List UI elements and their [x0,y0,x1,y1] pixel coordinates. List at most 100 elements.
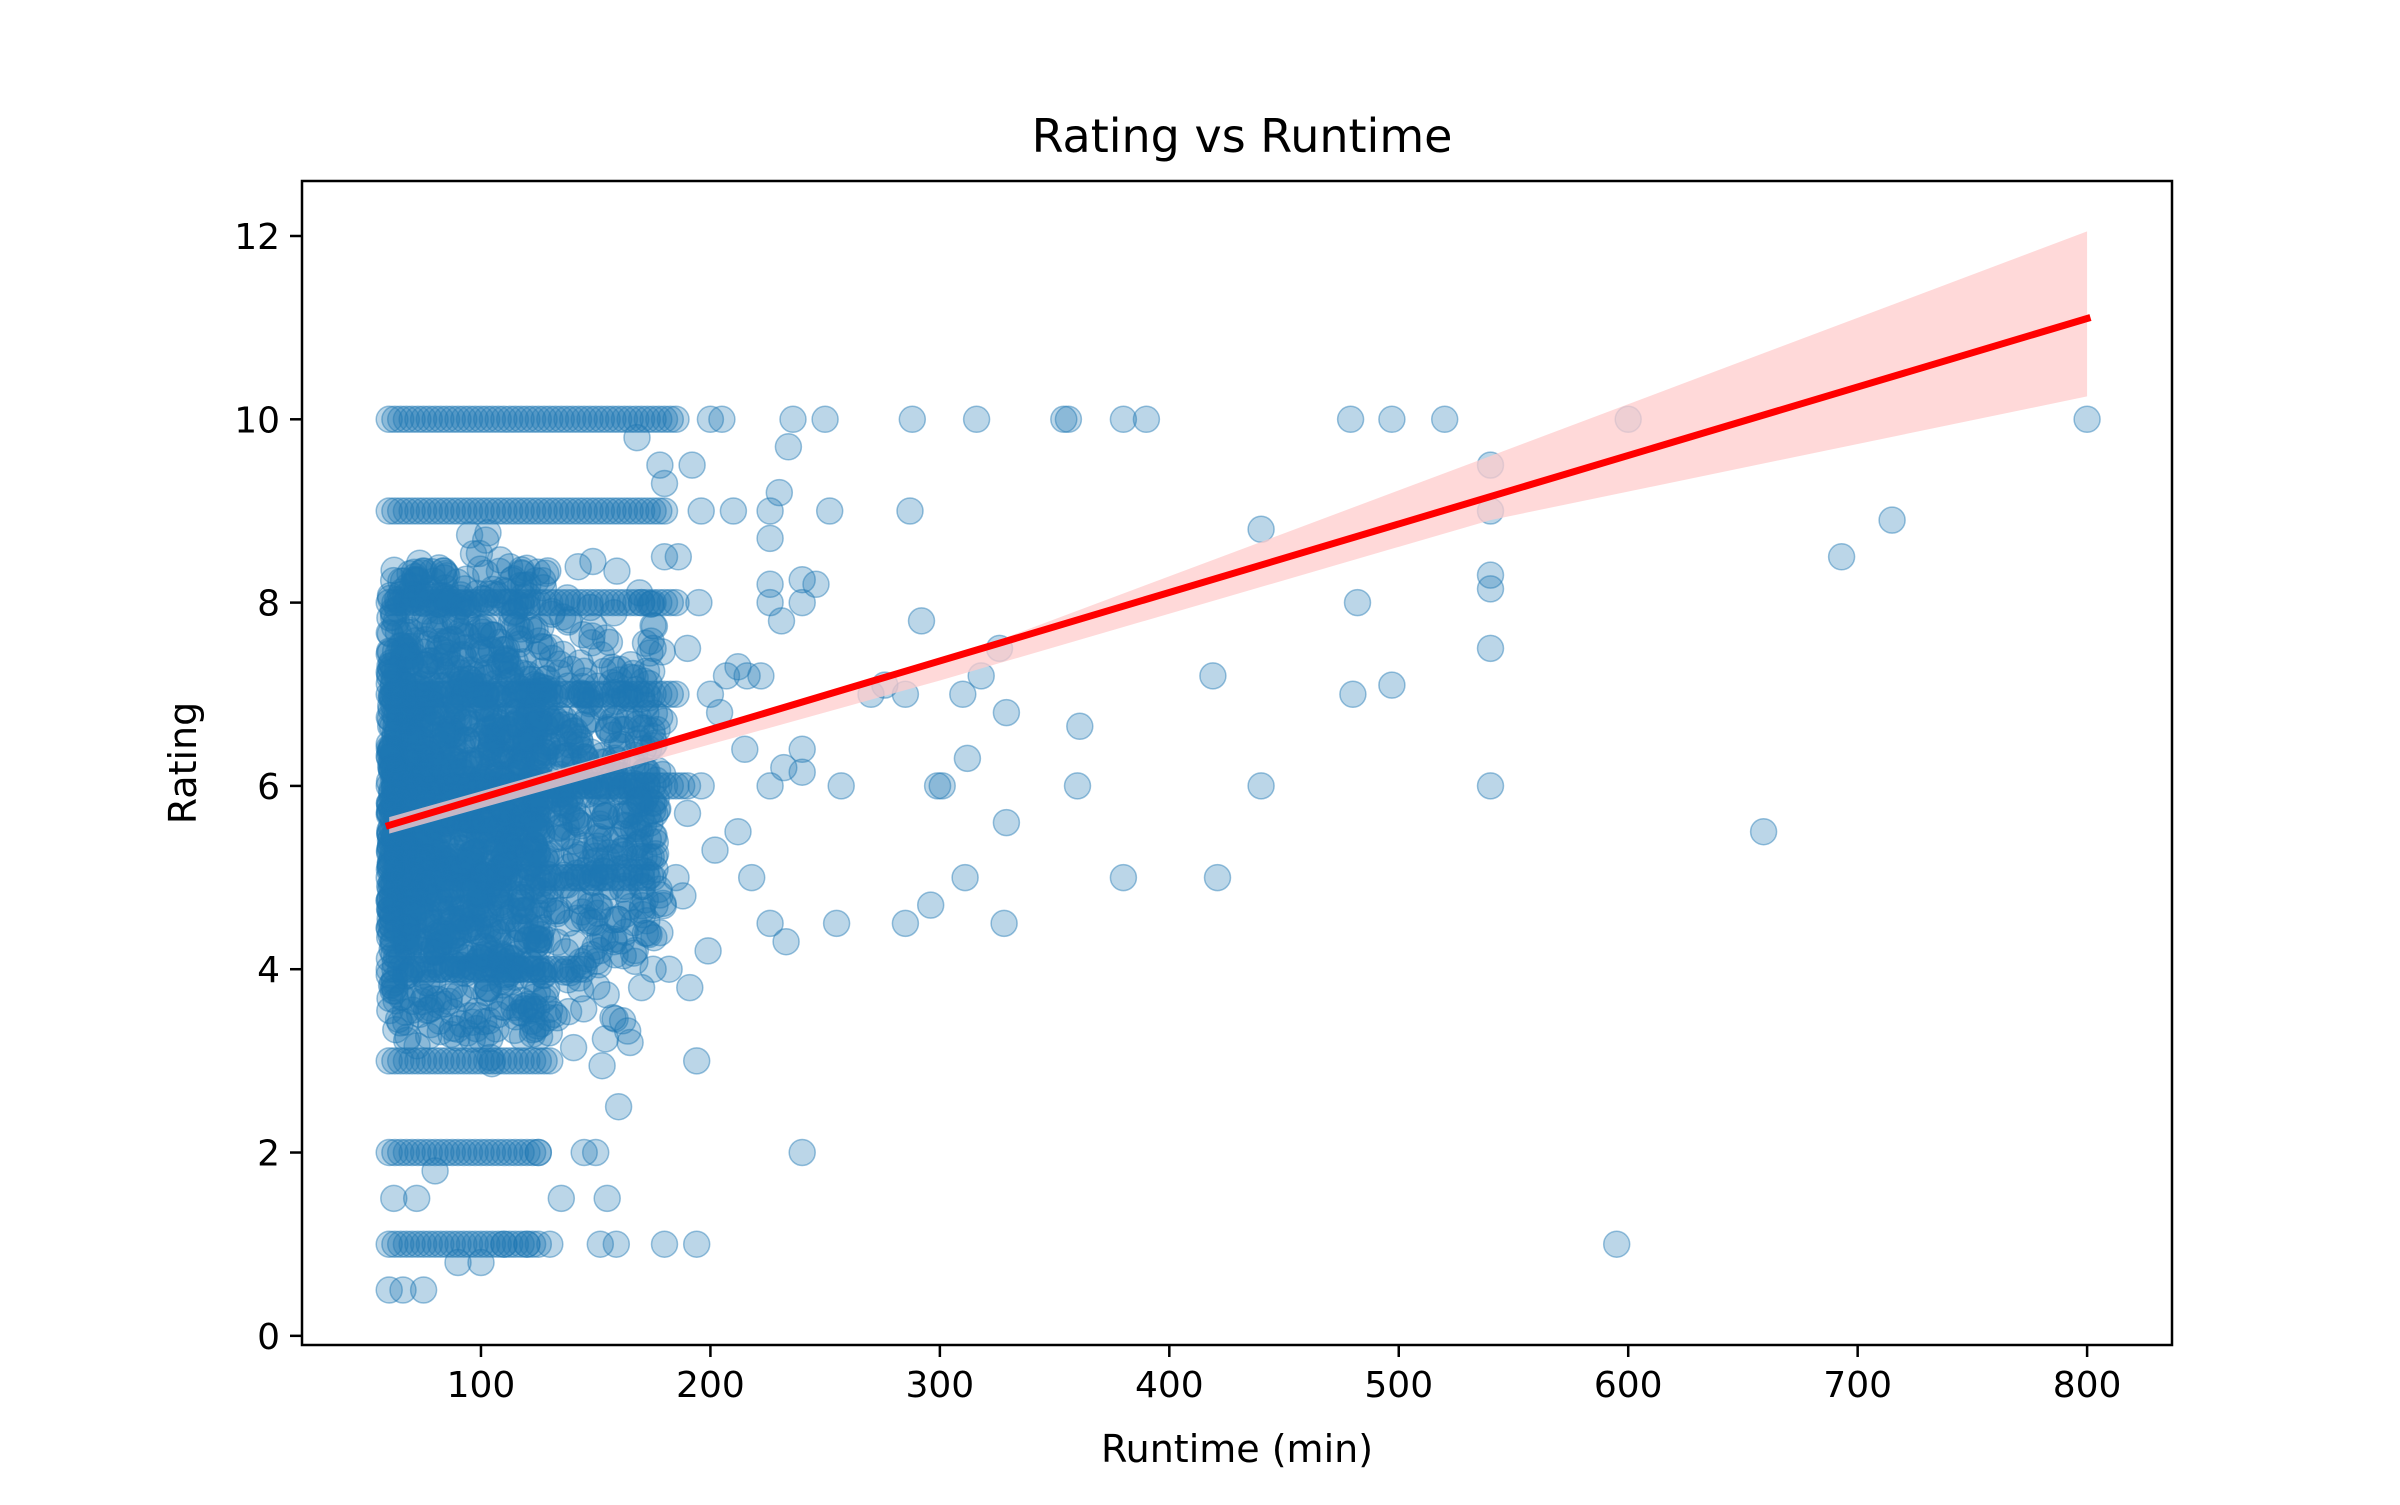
data-point [375,895,404,924]
data-point [470,901,498,929]
data-point [564,863,593,892]
data-point [393,642,422,671]
data-point [519,992,548,1021]
data-point [541,405,570,434]
data-point [571,832,599,860]
data-point [645,772,673,800]
data-point [499,811,528,839]
data-point [400,742,429,770]
data-point [587,405,616,434]
data-point [627,772,656,800]
data-point [542,825,571,853]
data-point [613,812,641,840]
data-point [376,620,405,648]
data-point [444,1138,472,1167]
data-point [581,588,610,617]
data-point [381,895,410,924]
data-point [1430,405,1459,434]
data-point [480,682,509,710]
data-point [438,772,467,800]
data-point [523,815,551,844]
data-point [633,772,662,800]
data-point [507,675,535,703]
data-point [444,748,473,776]
data-point [409,700,438,729]
data-point [567,947,595,976]
data-point [564,588,593,617]
data-point [375,961,403,989]
data-point [450,680,478,709]
data-point [516,949,545,977]
data-point [393,870,421,899]
data-point [577,867,606,896]
data-point [379,597,407,625]
data-point [381,731,409,759]
data-point [512,704,540,732]
data-point [407,559,436,587]
data-point [392,772,421,800]
data-point [599,1003,627,1032]
data-point [437,878,466,906]
data-point [445,706,473,735]
data-point [392,680,421,709]
data-point [405,755,434,783]
data-point [667,772,696,800]
data-point [428,897,456,926]
data-point [1109,405,1138,434]
data-point [992,808,1021,837]
data-point [648,760,677,789]
data-point [1132,405,1161,434]
data-point [405,549,434,577]
data-point [625,784,654,813]
data-point [521,719,549,747]
data-point [474,519,502,547]
data-point [409,764,438,792]
data-point [587,863,616,892]
data-point [375,836,404,865]
data-point [411,880,439,908]
data-point [616,858,644,886]
data-point [447,834,475,862]
data-point [565,887,594,915]
data-point [389,567,418,595]
data-point [384,676,412,704]
data-point [524,707,553,735]
data-point [467,622,496,650]
data-point [645,875,673,904]
data-point [573,681,601,709]
data-point [392,405,421,434]
data-point [501,1230,530,1258]
data-point [418,855,447,884]
data-point [395,756,423,785]
data-point [490,741,519,769]
data-point [622,680,650,709]
data-point [488,742,516,770]
data-point [542,897,571,925]
data-point [458,900,486,928]
data-point [453,705,482,734]
data-point [447,951,475,979]
data-point [507,405,535,434]
data-point [598,653,626,682]
data-point [434,587,462,615]
data-point [376,884,404,912]
data-point [566,649,594,677]
data-point [650,497,679,525]
data-point [387,943,416,971]
data-point [546,702,574,730]
data-point [474,699,503,727]
data-point [640,923,668,952]
data-point [495,553,524,581]
data-point [639,680,667,709]
data-point [407,936,435,964]
data-point [1054,405,1083,434]
data-point [662,588,690,617]
data-point [731,735,759,764]
data-point [416,858,445,887]
data-point [438,680,467,709]
data-point [437,747,466,775]
data-point [487,940,516,968]
data-point [627,872,656,901]
data-point [628,891,657,920]
data-point [646,918,674,947]
